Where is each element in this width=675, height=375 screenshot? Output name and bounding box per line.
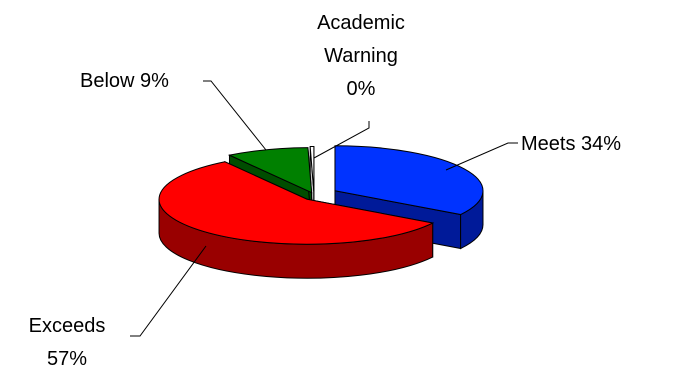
pie-slice-exceeds-top	[158, 161, 435, 245]
label-exceeds-line-1: Exceeds	[29, 315, 106, 337]
leader-line-academic-warning	[313, 121, 370, 159]
label-academic-warning: Academic Warning 0%	[317, 12, 405, 100]
pie-slice-exceeds	[158, 161, 435, 279]
label-exceeds: Exceeds 57%	[29, 315, 106, 370]
label-meets: Meets 34%	[521, 133, 621, 155]
leader-line-exceeds	[130, 245, 207, 337]
label-exceeds-line-2: 57%	[47, 348, 87, 370]
leader-lines	[130, 80, 518, 337]
pie-slice-academic-warning-top	[309, 145, 315, 192]
label-academic-warning-line-1: Academic	[317, 12, 405, 34]
label-academic-warning-line-2: Warning	[324, 45, 398, 67]
label-academic-warning-line-3: 0%	[347, 78, 376, 100]
slices-layer	[158, 145, 484, 279]
leader-line-meets	[445, 142, 518, 171]
leader-line-below	[203, 80, 267, 151]
pie-slice-below-top	[227, 147, 313, 194]
label-below: Below 9%	[80, 70, 169, 92]
pie-slice-meets-top	[334, 145, 484, 216]
